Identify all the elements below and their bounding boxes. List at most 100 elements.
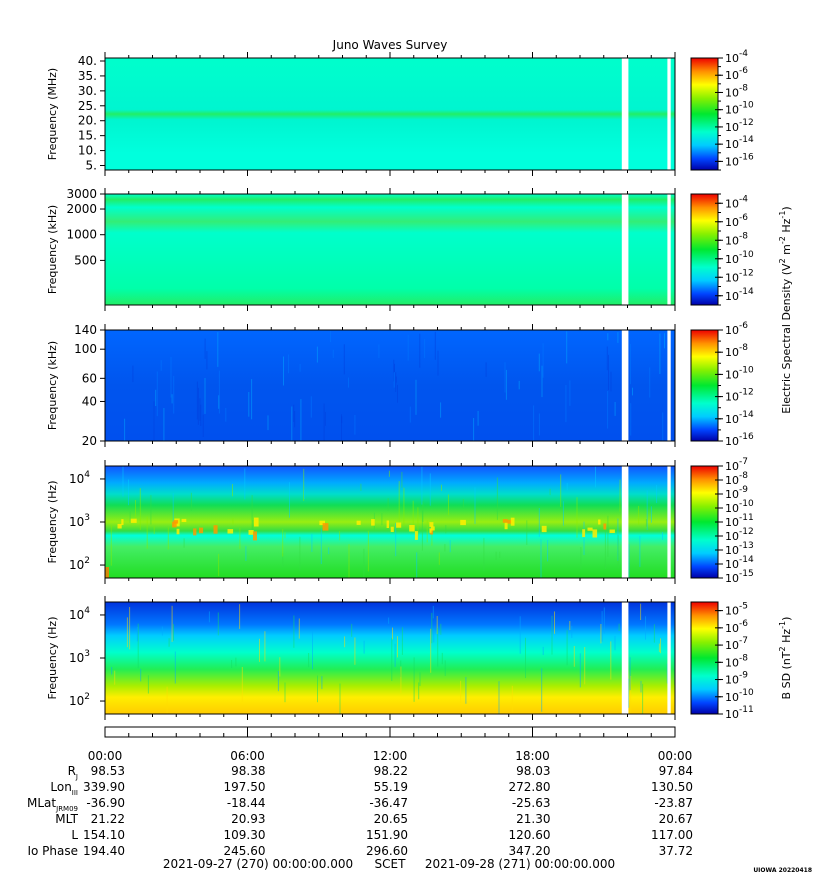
spectrogram-streak: [607, 333, 609, 341]
spectrogram-streak: [153, 526, 155, 534]
spectrogram-streak: [183, 538, 185, 548]
colorbar-tick-exponent: -5: [739, 602, 748, 612]
y-tick-exponent: 2: [84, 556, 90, 566]
colorbar-tick-exponent: -6: [739, 213, 748, 223]
spectrogram-streak: [417, 507, 419, 536]
colorbar-tick-label: 10-10: [725, 688, 754, 704]
y-tick-label: 35.: [78, 69, 97, 83]
spectrogram-streak: [394, 643, 396, 667]
spectrogram-streak: [348, 377, 349, 388]
spectrogram-streak: [360, 483, 362, 491]
emission-blob: [319, 520, 325, 526]
spectrogram-streak: [391, 637, 393, 681]
spectrogram-streak: [293, 404, 295, 422]
ephemeris-value: 20.67: [659, 812, 693, 826]
emission-blob: [176, 528, 180, 535]
spectrogram: [105, 194, 675, 305]
emission-blob: [598, 519, 601, 525]
spectrogram-streak: [551, 615, 553, 655]
spectrogram-streak: [321, 676, 323, 690]
spectrogram-streak: [126, 617, 128, 648]
emission-blob: [254, 517, 259, 527]
spectrogram-streak: [519, 616, 521, 654]
emission-blob: [253, 531, 257, 541]
emission-blob: [322, 523, 329, 531]
spectrogram-streak: [392, 627, 393, 640]
spectrogram-streak: [196, 381, 198, 420]
spectrogram-streak: [304, 489, 306, 500]
ephemeris-value: 272.80: [509, 780, 551, 794]
spectrogram-streak: [495, 551, 497, 560]
spectrogram-streak: [541, 668, 543, 712]
emission-blob: [609, 529, 615, 533]
x-tick-label: 06:00: [230, 749, 265, 763]
spectrogram-streak: [267, 415, 269, 431]
spectrogram-streak: [547, 540, 549, 562]
colorbar-tick-label: 10-6: [725, 213, 748, 229]
spectrogram-streak: [618, 623, 620, 631]
panel-1: 5.10.15.20.25.30.35.40. Frequency (MHz) 10…: [46, 49, 754, 176]
colorbar-title-electric-part: ): [780, 206, 793, 210]
spectrogram-streak: [132, 365, 134, 383]
ephemeris-label: MLatJRM09: [27, 796, 78, 813]
colorbar-tick-exponent: -8: [739, 343, 748, 353]
ephemeris-label-text: R: [68, 764, 76, 778]
spectrogram-streak: [363, 548, 365, 578]
spectrogram-streak: [538, 353, 540, 372]
y-tick-label: 102: [69, 556, 90, 572]
colorbar-tick-exponent: -10: [739, 250, 754, 260]
spectrogram-streak: [259, 638, 260, 662]
spectrogram-streak: [462, 499, 464, 509]
spectrogram-streak: [264, 631, 266, 662]
spectrogram-streak: [549, 488, 551, 496]
ephemeris-label: MLT: [55, 812, 78, 826]
colorbar-tick-label: 10-5: [725, 602, 748, 618]
spectrogram-streak: [426, 520, 428, 543]
spectrogram-streak: [225, 408, 227, 422]
ephemeris-value: -25.63: [512, 796, 551, 810]
spectrogram-streak: [124, 418, 126, 441]
spectrogram-streak: [129, 511, 131, 523]
spectrogram-streak: [440, 623, 442, 635]
y-tick-label: 60: [82, 371, 97, 385]
spectrogram-streak: [617, 535, 619, 569]
y-tick-label: 30.: [78, 84, 97, 98]
spectrogram-streak: [449, 540, 451, 553]
y-tick-exponent: 4: [84, 606, 90, 616]
spectrogram-streak: [251, 495, 253, 532]
colorbar-tick-exponent: -16: [739, 152, 754, 162]
spectrogram-streak: [339, 531, 341, 541]
spectrogram-streak: [569, 380, 571, 406]
spectrogram-streak: [477, 410, 479, 426]
colorbar-tick-exponent: -8: [739, 83, 748, 93]
ephemeris-label: LonIII: [50, 780, 78, 797]
spectrogram-streak: [579, 653, 581, 688]
spectrogram-streak: [128, 479, 129, 506]
spectrogram-streak: [412, 500, 414, 533]
spectrogram-streak: [202, 414, 204, 437]
emission-blob: [409, 525, 415, 532]
data-gap: [621, 58, 629, 170]
spectrogram-streak: [343, 344, 345, 375]
colorbar-tick-label: 10-10: [725, 365, 754, 381]
spectrogram-streak: [217, 612, 219, 636]
spectrogram-streak: [401, 627, 403, 655]
spectrogram-streak: [649, 367, 651, 398]
spectrogram-streak: [232, 518, 234, 525]
spectrogram-streak: [632, 387, 633, 396]
spectrogram-streak: [580, 547, 582, 570]
data-gap: [621, 466, 629, 578]
colorbar: [690, 329, 719, 442]
colorbar-tick-exponent: -9: [739, 671, 748, 681]
y-tick-label: 104: [69, 470, 90, 486]
spectrogram-streak: [607, 391, 609, 429]
colorbar: [690, 465, 719, 579]
spectrogram-streak: [403, 487, 405, 527]
y-tick-label: 3000: [66, 187, 97, 201]
spectrogram-streak: [394, 363, 395, 372]
spectrogram-streak: [542, 343, 544, 378]
spectrogram-streak: [659, 333, 661, 374]
spectrogram-streak: [110, 525, 112, 566]
data-gap: [667, 602, 671, 714]
spectrogram-streak: [378, 344, 380, 358]
